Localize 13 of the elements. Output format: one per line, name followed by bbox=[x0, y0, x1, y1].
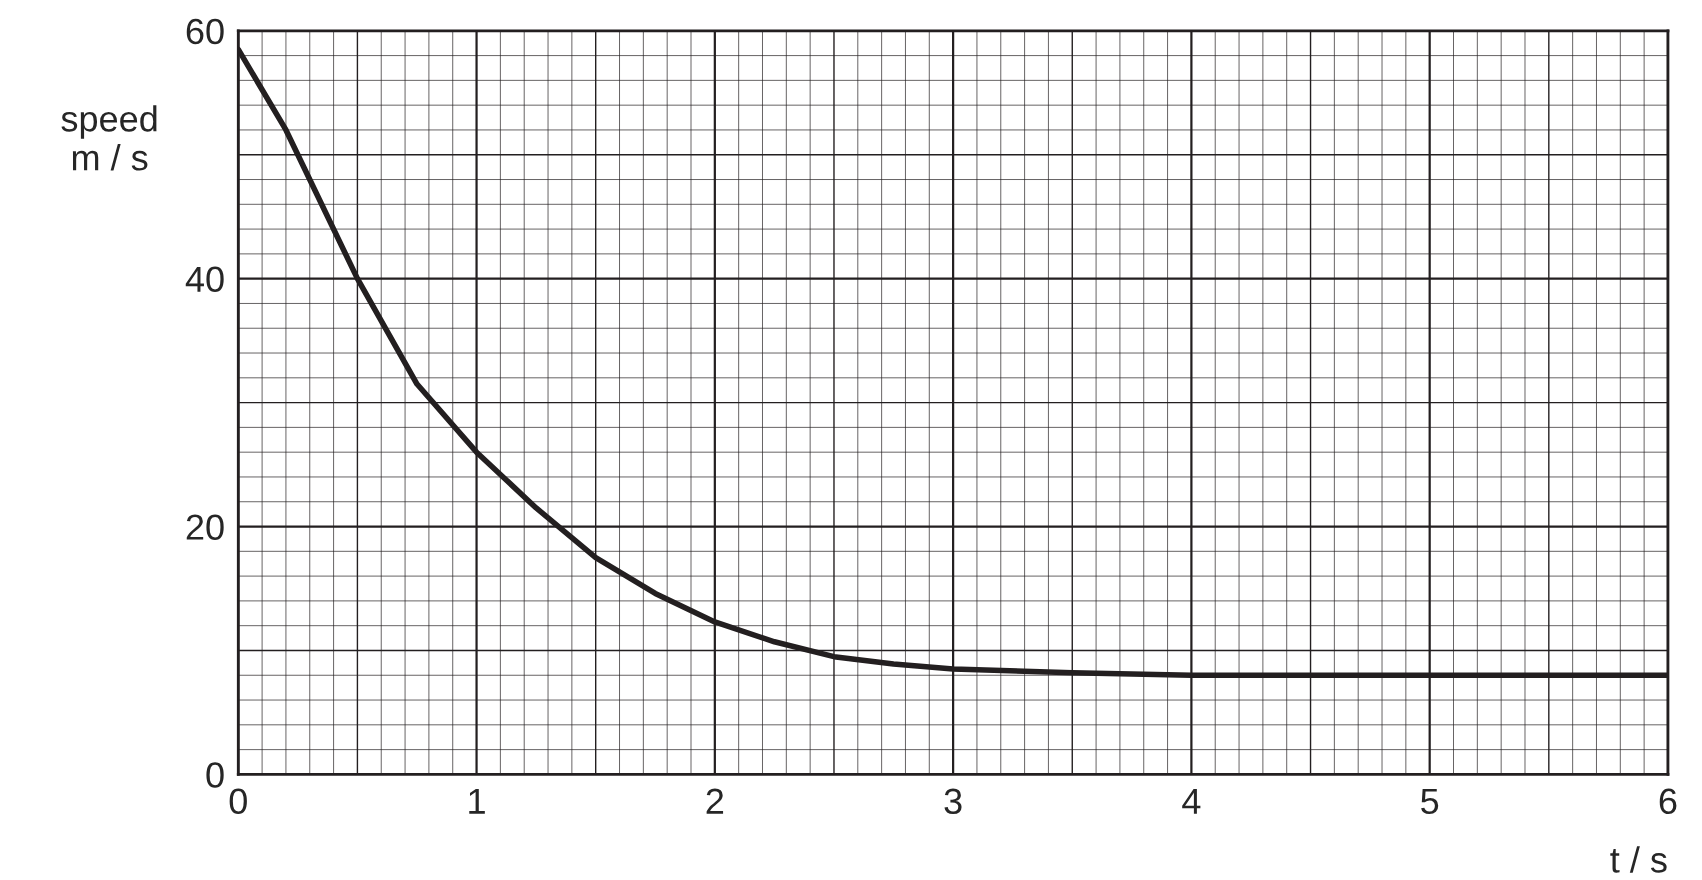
x-tick-label: 1 bbox=[469, 788, 485, 814]
x-tick-label: 0 bbox=[229, 788, 247, 815]
y-tick-label: 60 bbox=[186, 18, 224, 45]
x-tick-label: 3 bbox=[944, 788, 962, 815]
x-tick-label: 2 bbox=[706, 788, 724, 814]
y-axis-title: speed m / s bbox=[61, 105, 157, 171]
y-tick-label: 20 bbox=[186, 514, 224, 540]
x-tick-label: 5 bbox=[1421, 788, 1439, 815]
y-tick-label: 40 bbox=[185, 266, 224, 293]
x-tick-label: 4 bbox=[1182, 788, 1201, 814]
x-tick-label: 6 bbox=[1659, 788, 1677, 815]
x-axis-title: t / s bbox=[1610, 846, 1667, 873]
y-tick-label: 0 bbox=[206, 762, 224, 788]
